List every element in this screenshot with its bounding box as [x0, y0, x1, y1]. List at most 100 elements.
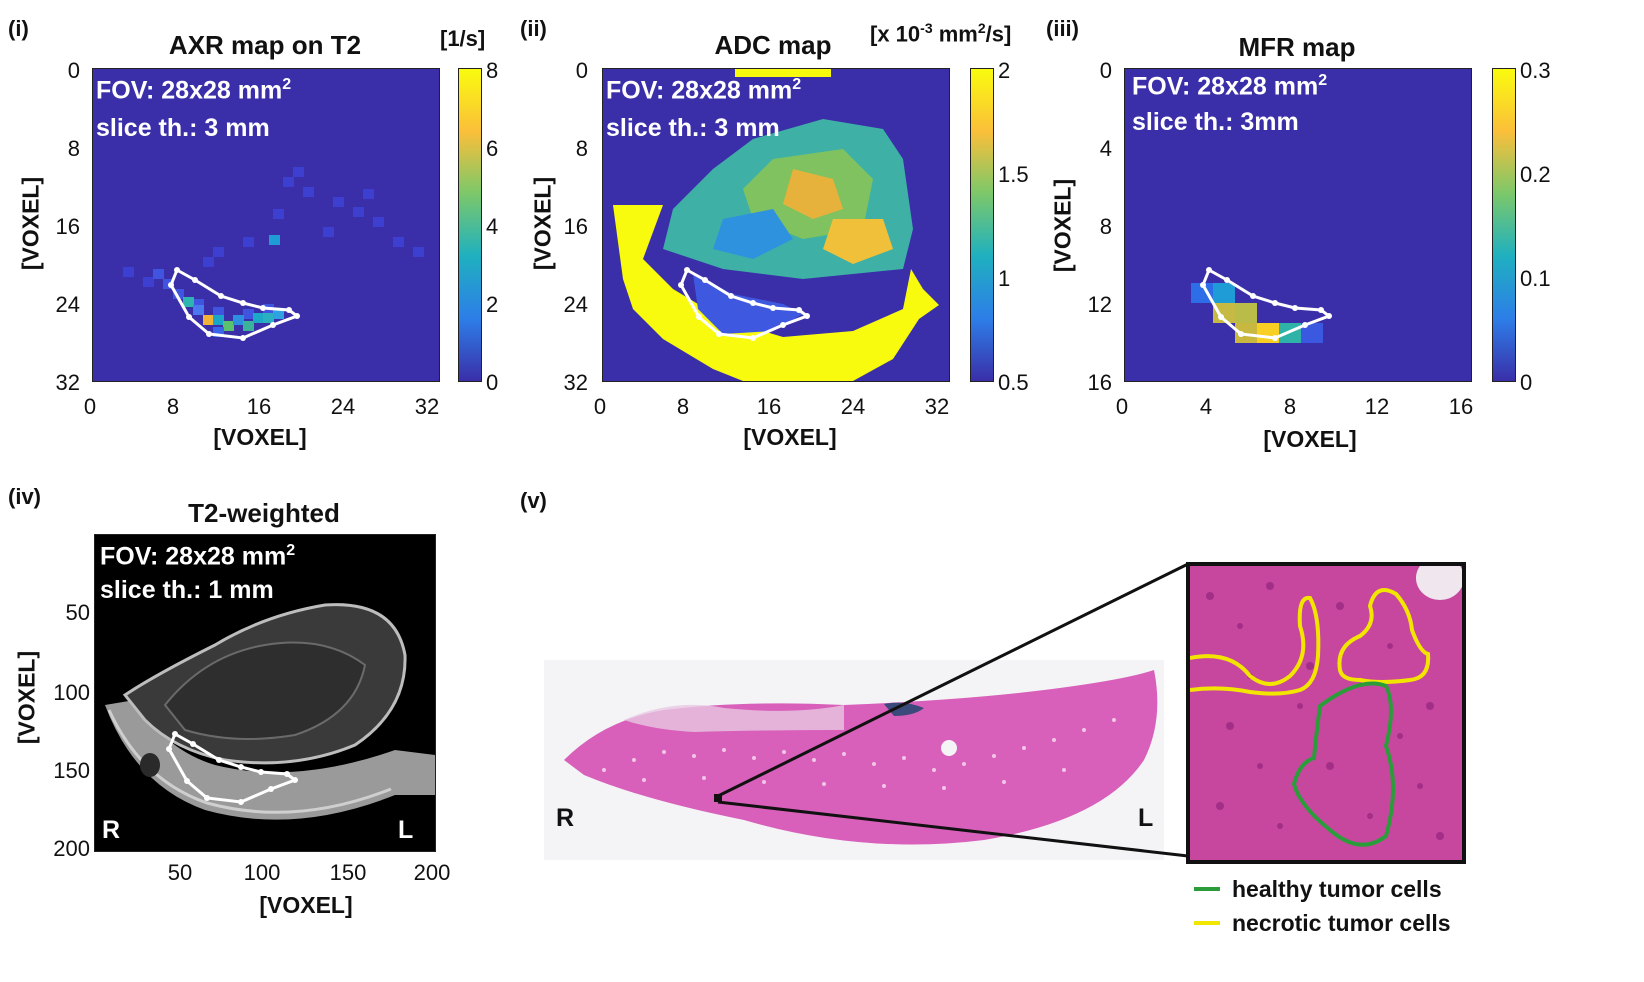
- y-tick: 24: [55, 292, 80, 317]
- panel-iv-fov: FOV: 28x28 mm2: [100, 542, 296, 571]
- cbar-tick: 1: [998, 266, 1011, 291]
- cbar-tick: 0: [1520, 370, 1533, 395]
- y-tick: 32: [55, 370, 80, 395]
- mfr-map-image: [1125, 69, 1471, 381]
- panel-v-label: (v): [520, 488, 547, 513]
- legend-item-necrotic: necrotic tumor cells: [1194, 906, 1451, 940]
- panel-ii-label: (ii): [520, 16, 547, 41]
- y-tick: 50: [65, 600, 90, 625]
- panel-iii-slice: slice th.: 3mm: [1132, 108, 1299, 136]
- x-tick: 24: [330, 394, 356, 419]
- x-tick: 32: [924, 394, 950, 419]
- panel-iii-fov: FOV: 28x28 mm2: [1132, 72, 1328, 101]
- histology-side-left: L: [1138, 804, 1154, 832]
- panel-ii-slice: slice th.: 3 mm: [606, 114, 780, 142]
- t2-weighted-image: [94, 534, 436, 852]
- x-tick: 100: [243, 860, 281, 885]
- cbar-tick: 1.5: [998, 162, 1029, 187]
- panel-iv-xlabel: [VOXEL]: [259, 892, 353, 918]
- y-tick: 8: [575, 136, 588, 161]
- panel-i-xlabel: [VOXEL]: [213, 424, 307, 450]
- healthy-outline: [1291, 681, 1395, 847]
- necrotic-outline: [1190, 595, 1321, 696]
- x-tick: 0: [1115, 394, 1129, 419]
- x-tick: 0: [593, 394, 607, 419]
- legend-item-healthy: healthy tumor cells: [1194, 872, 1451, 906]
- y-tick: 32: [563, 370, 588, 395]
- axr-map-image: [93, 69, 439, 381]
- y-tick: 16: [1087, 370, 1112, 395]
- x-tick: 200: [413, 860, 451, 885]
- x-tick: 0: [83, 394, 97, 419]
- y-tick: 200: [53, 836, 90, 861]
- panel-i-slice: slice th.: 3 mm: [96, 114, 270, 142]
- panel-iv-ylabel: [VOXEL]: [13, 650, 40, 745]
- adc-map-image: [603, 69, 949, 381]
- panel-iii-ylabel: [VOXEL]: [1049, 178, 1076, 273]
- y-tick: 12: [1087, 292, 1112, 317]
- panel-ii-colorbar-unit: [x 10-3 mm2/s]: [870, 20, 1012, 47]
- x-tick: 150: [329, 860, 367, 885]
- panel-ii-colorbar: [970, 68, 994, 382]
- x-tick: 16: [756, 394, 782, 419]
- panel-i-colorbar: [458, 68, 482, 382]
- cbar-tick: 0.3: [1520, 58, 1551, 83]
- panel-ii-fov: FOV: 28x28 mm2: [606, 76, 802, 105]
- cbar-tick: 2: [998, 58, 1011, 83]
- y-tick: 24: [563, 292, 588, 317]
- t2-scan: [95, 535, 435, 851]
- cbar-tick: 6: [486, 136, 499, 161]
- adc-map: [602, 68, 950, 382]
- panel-ii-title: ADC map: [714, 30, 832, 60]
- panel-ii-xlabel: [VOXEL]: [743, 424, 837, 450]
- x-tick: 32: [414, 394, 440, 419]
- cbar-tick: 0: [486, 370, 499, 395]
- y-tick: 8: [1099, 214, 1112, 239]
- panel-iv-slice: slice th.: 1 mm: [100, 576, 274, 604]
- legend: healthy tumor cells necrotic tumor cells: [1194, 872, 1451, 940]
- histology-slide: [544, 660, 1164, 860]
- x-tick: 12: [1364, 394, 1390, 419]
- cbar-tick: 0.1: [1520, 266, 1551, 291]
- zoom-region-marker: [714, 794, 722, 802]
- panel-iii-label: (iii): [1046, 16, 1079, 41]
- y-tick: 0: [1099, 58, 1112, 83]
- y-tick: 150: [53, 758, 90, 783]
- x-tick: 16: [246, 394, 272, 419]
- x-tick: 16: [1448, 394, 1474, 419]
- x-tick: 8: [676, 394, 690, 419]
- legend-swatch-yellow: [1194, 921, 1220, 925]
- x-tick: 8: [166, 394, 180, 419]
- x-tick: 50: [167, 860, 193, 885]
- panel-i-label: (i): [8, 16, 29, 41]
- x-tick: 8: [1283, 394, 1297, 419]
- y-tick: 0: [67, 58, 80, 83]
- panel-iii-xlabel: [VOXEL]: [1263, 426, 1357, 452]
- side-left-marker: L: [398, 816, 414, 844]
- panel-i-colorbar-unit: [1/s]: [440, 26, 486, 51]
- y-tick: 16: [563, 214, 588, 239]
- cbar-tick: 0.2: [1520, 162, 1551, 187]
- zoom-inset-image: [1190, 566, 1462, 860]
- histology-image: [564, 670, 1158, 845]
- panel-i-title: AXR map on T2: [168, 30, 362, 60]
- cbar-tick: 8: [486, 58, 499, 83]
- cbar-tick: 2: [486, 292, 499, 317]
- zoom-connector-lines: [717, 562, 1189, 858]
- panel-iii-title: MFR map: [1238, 32, 1356, 62]
- panel-i-fov: FOV: 28x28 mm2: [96, 76, 292, 105]
- axr-map: [92, 68, 440, 382]
- x-tick: 24: [840, 394, 866, 419]
- cbar-tick: 4: [486, 214, 499, 239]
- legend-swatch-green: [1194, 887, 1220, 891]
- histology-side-right: R: [556, 804, 575, 832]
- y-tick: 4: [1099, 136, 1112, 161]
- y-tick: 8: [67, 136, 80, 161]
- y-tick: 100: [53, 680, 90, 705]
- panel-iv-label: (iv): [8, 484, 41, 509]
- y-tick: 16: [55, 214, 80, 239]
- mfr-map: [1124, 68, 1472, 382]
- y-tick: 0: [575, 58, 588, 83]
- side-right-marker: R: [102, 816, 121, 844]
- histology-zoom-inset: [1186, 562, 1466, 864]
